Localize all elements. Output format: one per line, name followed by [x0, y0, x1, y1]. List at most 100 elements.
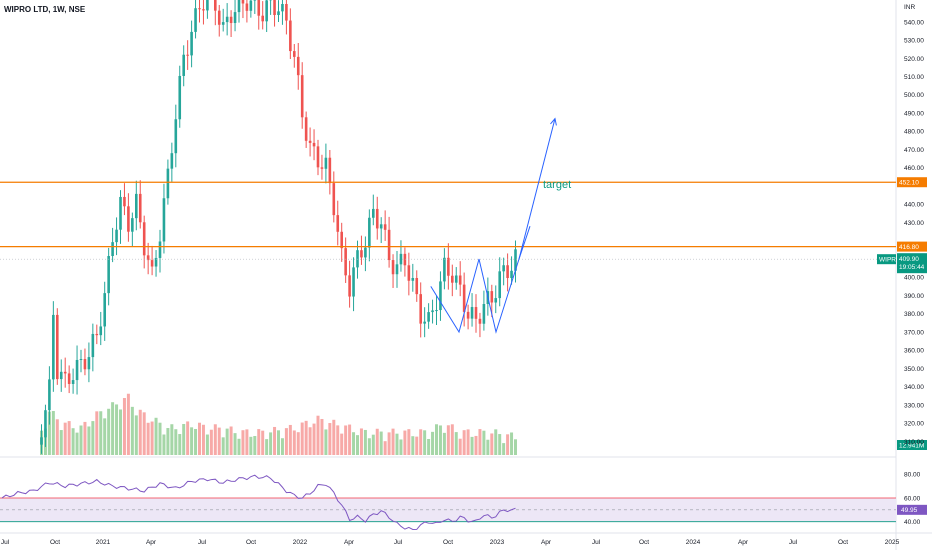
- volume-bar: [67, 421, 71, 455]
- candle-body: [59, 371, 63, 380]
- rsi-tick-label: 40.00: [904, 519, 921, 526]
- volume-bar: [486, 439, 490, 455]
- last-price-label: 409.90: [899, 256, 919, 263]
- candle-body: [510, 270, 513, 279]
- candle-body: [466, 311, 470, 319]
- volume-bar: [273, 426, 277, 455]
- candle-body: [79, 359, 83, 361]
- volume-bar: [178, 434, 182, 455]
- candle-body: [289, 20, 292, 52]
- volume-bar: [130, 406, 134, 455]
- candle-body: [490, 291, 494, 303]
- candle-body: [356, 250, 359, 268]
- candle-body: [154, 257, 158, 267]
- volume-bar: [205, 434, 209, 455]
- volume-bar: [494, 429, 498, 455]
- volume-bar: [363, 429, 367, 455]
- volume-bar: [403, 430, 407, 455]
- volume-bar: [146, 422, 150, 455]
- price-tick-label: 540.00: [904, 19, 924, 26]
- price-tick-label: 380.00: [904, 311, 924, 318]
- candle-body: [281, 3, 284, 12]
- candle-body: [482, 304, 486, 324]
- candle-body: [328, 157, 332, 184]
- candle-body: [257, 0, 261, 16]
- candle-body: [107, 256, 110, 294]
- volume-bar: [95, 411, 99, 455]
- volume-bar: [221, 437, 225, 455]
- volume-bar: [79, 425, 83, 455]
- price-tick-label: 340.00: [904, 384, 924, 391]
- candle-body: [312, 142, 316, 147]
- candle-body: [454, 275, 458, 283]
- volume-bar: [446, 425, 450, 455]
- candle-body: [71, 380, 75, 384]
- candle-body: [127, 206, 130, 232]
- time-tick-label: Oct: [639, 539, 649, 546]
- volume-bar: [119, 409, 122, 455]
- candle-body: [119, 196, 122, 230]
- volume-bar: [438, 425, 442, 455]
- volume-bar: [359, 428, 363, 455]
- last-price-tag: [897, 253, 927, 274]
- candle-body: [190, 31, 193, 56]
- candle-body: [458, 275, 462, 285]
- price-tick-label: 310.00: [904, 439, 924, 446]
- rsi-value-label: 49.95: [901, 507, 918, 514]
- candle-body: [447, 257, 450, 276]
- volume-bar: [241, 430, 245, 455]
- rsi-tick-label: 60.00: [904, 495, 921, 502]
- volume-bars: [40, 393, 517, 455]
- volume-bar: [324, 429, 328, 455]
- volume-bar: [316, 415, 320, 455]
- volume-bar: [474, 435, 478, 455]
- price-tick-label: 480.00: [904, 129, 924, 136]
- candle-body: [320, 167, 324, 169]
- candle-body: [277, 11, 280, 16]
- price-tick-label: 520.00: [904, 56, 924, 63]
- volume-bar: [166, 428, 170, 455]
- candle-body: [502, 265, 505, 272]
- level-label: 416.80: [899, 244, 919, 251]
- volume-bar: [288, 424, 292, 455]
- volume-bar: [371, 434, 375, 455]
- volume-bar: [300, 422, 304, 455]
- price-tick-label: 320.00: [904, 421, 924, 428]
- volume-bar: [174, 429, 178, 455]
- countdown-label: 19:05:44: [899, 264, 925, 271]
- volume-bar: [514, 439, 517, 455]
- candle-body: [498, 271, 501, 299]
- volume-bar: [51, 411, 55, 455]
- volume-bar: [225, 428, 229, 455]
- candle-body: [474, 307, 478, 319]
- volume-bar: [296, 432, 300, 455]
- volume-bar: [269, 432, 273, 455]
- candle-body: [375, 208, 379, 229]
- volume-bar: [71, 428, 75, 455]
- volume-bar: [419, 429, 423, 455]
- rsi-value-tag: [897, 504, 927, 515]
- candle-body: [91, 333, 95, 358]
- volume-bar: [87, 426, 91, 455]
- candle-body: [470, 307, 474, 319]
- target-arrow-line: [518, 118, 556, 260]
- candle-body: [383, 224, 387, 230]
- target-annotation: target: [543, 179, 571, 191]
- candle-body: [395, 264, 399, 275]
- time-tick-label: 2023: [490, 539, 505, 546]
- candle-body: [332, 183, 336, 216]
- volume-bar: [510, 432, 514, 455]
- candle-body: [249, 0, 253, 11]
- volume-bar: [340, 433, 344, 455]
- candle-body: [67, 373, 71, 384]
- price-tick-label: 330.00: [904, 402, 924, 409]
- candle-body: [403, 253, 407, 266]
- volume-bar: [502, 443, 506, 455]
- time-tick-label: 2025: [885, 539, 900, 546]
- volume-bar: [391, 428, 395, 455]
- volume-bar: [186, 421, 190, 455]
- volume-bar: [458, 438, 462, 455]
- volume-bar: [435, 424, 438, 455]
